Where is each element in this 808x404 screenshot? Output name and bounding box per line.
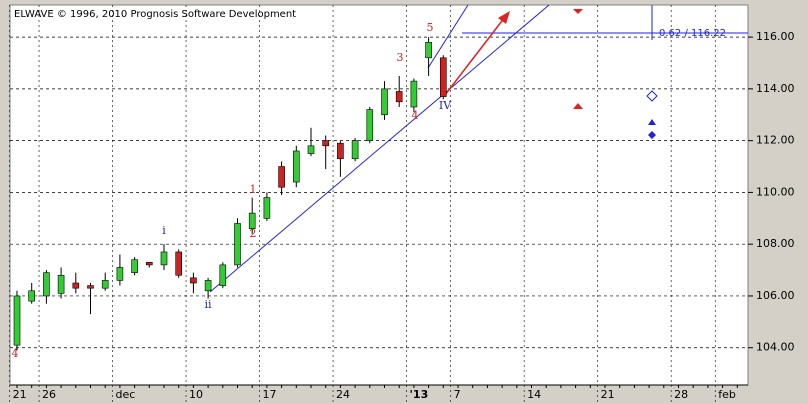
- candle-body: [101, 280, 109, 289]
- candle-body: [234, 223, 241, 266]
- x-tick-label: 7: [454, 388, 461, 401]
- x-tick-label: 10: [189, 388, 203, 401]
- chart-title: ELWAVE © 1996, 2010 Prognosis Software D…: [14, 9, 296, 20]
- candle-body: [425, 41, 432, 59]
- annotation: 2: [250, 227, 257, 240]
- x-tick-label: 17: [263, 388, 277, 401]
- candle-body: [248, 212, 256, 229]
- x-tick-label: 24: [336, 388, 350, 401]
- candle-body: [307, 145, 315, 154]
- candle-body: [160, 251, 168, 266]
- candle-body: [366, 109, 374, 141]
- candle-body: [190, 277, 197, 284]
- plot-area: [9, 4, 749, 386]
- x-tick-label: '13: [410, 388, 429, 401]
- y-tick-label: 108.00: [756, 237, 795, 250]
- annotation: ii: [204, 298, 212, 311]
- candle-body: [322, 140, 330, 147]
- marker-triangle: [648, 119, 656, 125]
- y-tick-label: 106.00: [756, 289, 795, 302]
- candle-body: [204, 280, 212, 292]
- marker-diamond: [648, 131, 656, 139]
- candle-body: [175, 251, 182, 276]
- x-tick-label: 14: [527, 388, 541, 401]
- candle-body: [87, 285, 94, 289]
- annotation: i: [162, 224, 166, 237]
- drawing-line: [444, 16, 506, 96]
- candle-body: [292, 150, 300, 183]
- annotation: 0.62 / 116.22: [659, 28, 726, 39]
- y-tick-label: 112.00: [756, 134, 795, 147]
- candle-body: [116, 267, 124, 281]
- annotation: 3: [397, 51, 404, 64]
- candle-body: [219, 264, 227, 286]
- marker-triangle: [573, 103, 583, 109]
- x-tick-label: 28: [674, 388, 688, 401]
- drawing-line: [209, 4, 550, 293]
- candle-body: [439, 57, 447, 97]
- x-tick-label: 21: [13, 388, 27, 401]
- annotation: 5: [427, 21, 434, 34]
- x-tick-label: 21: [601, 388, 615, 401]
- candle-body: [57, 274, 65, 294]
- marker-triangle: [573, 9, 583, 14]
- candle-body: [72, 282, 80, 289]
- candle-body: [131, 259, 138, 273]
- y-tick-label: 116.00: [756, 30, 795, 43]
- candle-body: [263, 197, 271, 219]
- candle-body: [278, 166, 285, 188]
- annotation: 4: [12, 347, 19, 360]
- arrow-head: [498, 11, 510, 24]
- x-tick-label: dec: [116, 388, 136, 401]
- candle-body: [13, 295, 21, 346]
- candle-body: [395, 91, 403, 103]
- candle-body: [28, 290, 36, 302]
- drawing-line: [427, 4, 469, 69]
- annotation: 4: [412, 109, 419, 122]
- candle-body: [146, 262, 153, 266]
- x-tick-label: feb: [718, 388, 736, 401]
- annotation: 1: [250, 183, 257, 196]
- x-tick-label: 26: [42, 388, 56, 401]
- y-tick-label: 110.00: [756, 185, 795, 198]
- y-tick-label: 104.00: [756, 341, 795, 354]
- candle-body: [410, 80, 418, 108]
- candle-body: [351, 140, 359, 160]
- marker-diamond: [646, 90, 658, 102]
- y-tick-label: 114.00: [756, 82, 795, 95]
- candle-body: [337, 142, 344, 160]
- candle-body: [381, 88, 388, 116]
- candle-body: [43, 272, 50, 297]
- annotation: IV: [439, 99, 452, 112]
